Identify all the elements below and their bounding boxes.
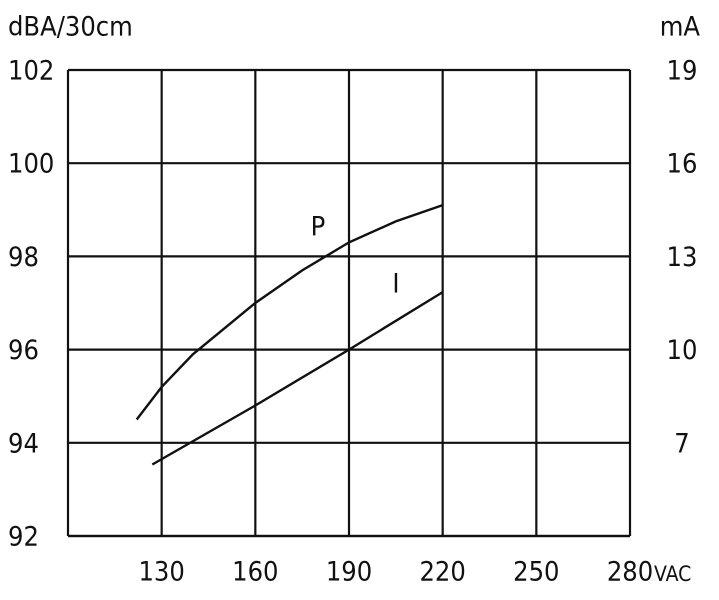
y-tick-label: 94 (8, 428, 39, 459)
x-tick-label: 130 (138, 557, 184, 588)
x-axis-unit: VAC (654, 562, 691, 586)
y-tick-label: 100 (8, 149, 54, 180)
y-tick-label: 102 (8, 56, 54, 87)
y-tick-label: 92 (8, 522, 39, 553)
series-label: P (311, 212, 326, 243)
y2-tick-label: 19 (667, 56, 698, 87)
y2-tick-label: 10 (667, 335, 698, 366)
data-line (135, 203, 444, 421)
y-tick-label: 96 (8, 335, 39, 366)
data-line (151, 291, 444, 466)
x-tick-label: 220 (419, 557, 465, 588)
y2-tick-label: 13 (667, 242, 698, 273)
y2-axis-title: mA (660, 12, 701, 43)
y-tick-label: 98 (8, 242, 39, 273)
x-tick-label: 250 (513, 557, 559, 588)
x-tick-label: 280 (607, 557, 653, 588)
series-label: I (392, 269, 399, 300)
x-tick-label: 190 (326, 557, 372, 588)
y2-tick-label: 16 (667, 149, 698, 180)
x-tick-label: 160 (232, 557, 278, 588)
y-axis-title: dBA/30cm (8, 12, 133, 43)
y2-tick-label: 7 (674, 428, 689, 459)
